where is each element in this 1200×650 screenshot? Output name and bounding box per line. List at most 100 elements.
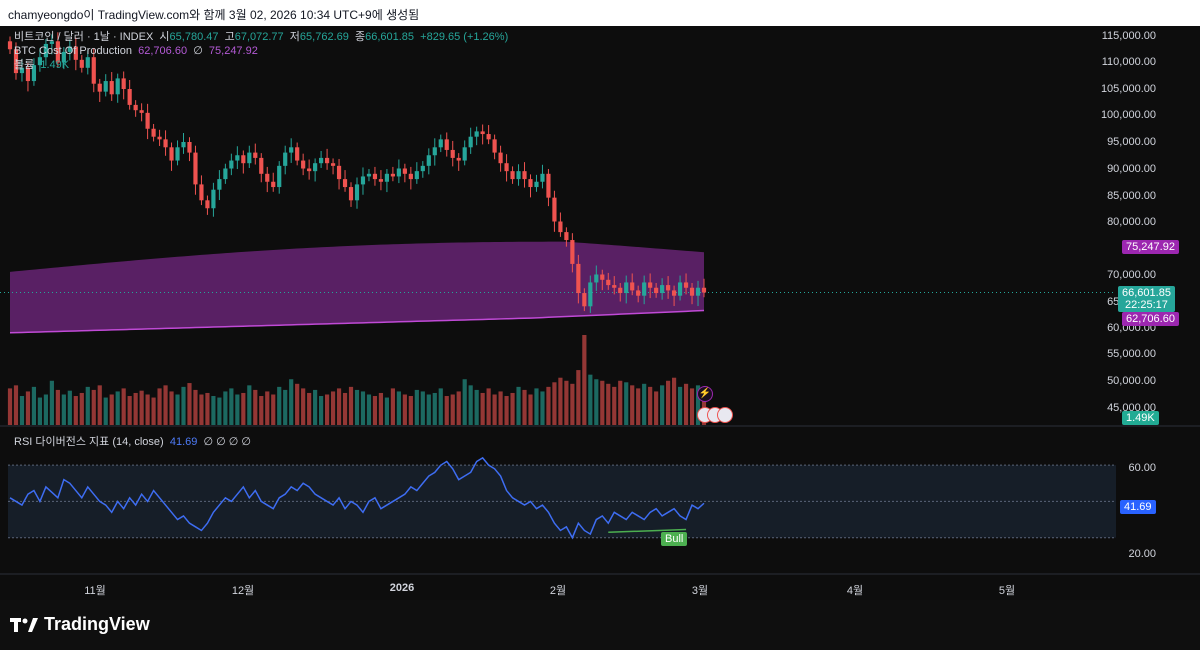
low-label: 저 <box>289 31 300 43</box>
candle-body <box>241 155 246 164</box>
volume-bar <box>283 389 288 425</box>
candle-body <box>61 51 66 63</box>
candle-body <box>55 41 60 63</box>
volume-bar <box>330 391 336 425</box>
tradingview-logo[interactable]: TradingView <box>10 614 150 635</box>
candle-body <box>378 179 384 182</box>
volume-bar <box>450 394 455 425</box>
cost-high-badge: 75,247.92 <box>1122 240 1179 254</box>
candle-body <box>695 287 701 296</box>
volume-bar <box>612 386 617 425</box>
volume-bar <box>468 385 473 425</box>
volume-bar <box>534 388 539 425</box>
candle-body <box>552 197 557 222</box>
candle-body <box>145 112 150 129</box>
candle-body <box>121 78 126 89</box>
candle-body <box>73 46 78 60</box>
price-tick: 55,000.00 <box>1107 348 1156 360</box>
candle-body <box>319 157 324 164</box>
candle-body <box>402 168 407 174</box>
candle-body <box>330 163 336 166</box>
volume-bar <box>570 383 575 425</box>
rsi-indicator-name[interactable]: RSI 다이버전스 지표 (14, close) <box>14 436 164 448</box>
volume-bar <box>480 392 485 425</box>
candle-body <box>175 147 180 161</box>
candle-body <box>474 131 479 137</box>
volume-bar <box>13 385 19 425</box>
brand-name: TradingView <box>44 614 150 634</box>
volume-bar <box>121 388 126 425</box>
volume-bar <box>211 396 216 425</box>
candle-body <box>199 184 204 201</box>
candle-body <box>354 184 360 201</box>
volume-bar <box>486 388 491 425</box>
volume-bar <box>426 394 431 425</box>
cost-separator: ∅ <box>193 45 203 57</box>
candle-body <box>689 287 695 296</box>
us-flag-icon[interactable] <box>717 407 733 423</box>
candle-body <box>701 287 707 293</box>
volume-bar <box>588 374 593 425</box>
cost-indicator-name[interactable]: BTC Cost Of Production <box>14 45 132 57</box>
volume-bar <box>360 391 366 425</box>
volume-bar <box>528 394 533 425</box>
volume-bar <box>462 379 467 425</box>
volume-bar <box>223 391 228 425</box>
countdown-text: 22:25:17 <box>1125 299 1168 311</box>
cost-band <box>10 241 704 333</box>
volume-bar <box>660 385 665 425</box>
header-title: chamyeongdo이 TradingView.com와 함께 3월 02, … <box>8 8 420 22</box>
candle-body <box>426 155 431 166</box>
volume-bar <box>432 392 437 425</box>
volume-bar <box>163 385 168 425</box>
candle-body <box>360 176 366 185</box>
tradingview-logo-icon <box>10 617 38 632</box>
volume-bar <box>348 386 354 425</box>
volume-bar <box>193 389 198 425</box>
volume-bar <box>175 394 180 425</box>
close-label: 종 <box>354 31 366 43</box>
candle-body <box>115 78 120 95</box>
open-label: 시 <box>159 31 170 43</box>
volume-bar <box>540 391 545 425</box>
volume-bar <box>115 391 120 425</box>
candle-body <box>522 171 527 180</box>
x-tick: 2월 <box>549 585 567 597</box>
volume-badge: 1.49K <box>1122 411 1159 425</box>
volume-bar <box>61 394 66 425</box>
candle-body <box>438 139 443 148</box>
candle-body <box>366 173 372 177</box>
price-tick: 115,000.00 <box>1101 30 1156 42</box>
candle-body <box>671 290 677 296</box>
candle-body <box>7 41 13 50</box>
symbol-label[interactable]: 비트코인 / 달러 · 1날 · INDEX <box>14 31 154 43</box>
candle-body <box>450 149 455 158</box>
volume-indicator-name[interactable]: 볼륨 <box>14 59 35 71</box>
volume-bar <box>695 385 701 425</box>
candle-body <box>462 147 467 161</box>
x-tick: 5월 <box>998 585 1016 597</box>
volume-bar <box>324 394 330 425</box>
candle-body <box>348 187 354 201</box>
volume-bar <box>187 383 192 425</box>
bull-label: Bull <box>661 532 688 546</box>
candle-body <box>564 232 569 241</box>
volume-bar <box>139 390 144 425</box>
candle-body <box>265 173 270 182</box>
candle-body <box>187 142 192 153</box>
candle-body <box>600 274 605 280</box>
volume-bar <box>510 392 515 425</box>
candle-body <box>259 157 264 174</box>
candle-body <box>396 168 401 177</box>
lightning-icon[interactable]: ⚡ <box>697 386 713 402</box>
volume-bar <box>420 391 425 425</box>
volume-bar <box>31 386 37 425</box>
volume-bar <box>301 388 306 425</box>
candle-body <box>456 157 461 161</box>
volume-bar <box>259 396 264 425</box>
volume-bar <box>169 391 174 425</box>
candle-body <box>109 81 114 95</box>
price-tick: 95,000.00 <box>1107 136 1156 148</box>
candle-body <box>289 147 294 153</box>
